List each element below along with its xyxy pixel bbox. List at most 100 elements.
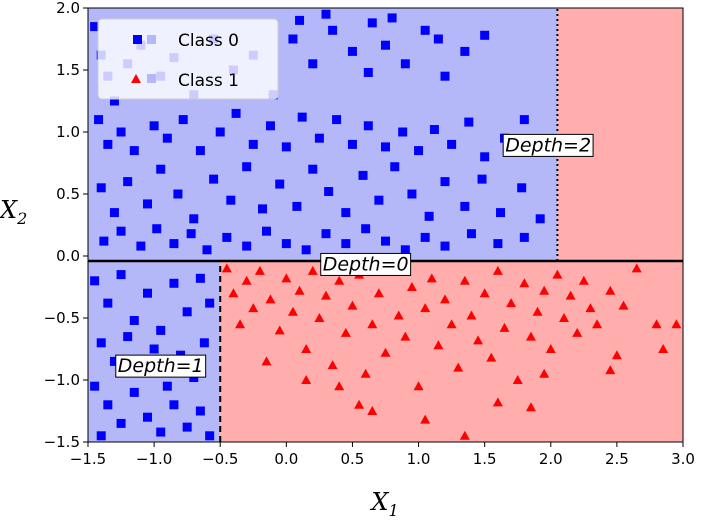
legend-marker-class-1	[131, 74, 141, 83]
point-class-0-20	[400, 59, 410, 69]
point-class-1-34	[453, 362, 464, 372]
point-class-1-63	[334, 381, 345, 391]
point-class-0-116	[96, 338, 106, 348]
point-class-0-111	[156, 325, 166, 335]
point-class-1-69	[459, 430, 470, 440]
point-class-0-43	[314, 133, 324, 143]
point-class-0-15	[308, 59, 318, 69]
point-class-0-110	[143, 288, 152, 298]
point-class-1-65	[420, 414, 431, 424]
legend-label-class-0: Class 0	[178, 31, 239, 51]
point-class-0-47	[381, 142, 390, 152]
y-tick-label: 0.0	[56, 247, 80, 265]
point-class-0-79	[460, 201, 470, 211]
y-axis-title: X2	[0, 196, 27, 228]
point-class-0-75	[390, 162, 400, 172]
x-tick-label: 2.5	[605, 450, 629, 468]
point-class-1-4	[248, 303, 259, 313]
point-class-0-62	[173, 189, 183, 199]
point-class-0-85	[116, 226, 126, 236]
point-class-1-18	[347, 300, 358, 310]
label-box-depth-2	[502, 133, 594, 157]
point-class-0-70	[308, 164, 318, 174]
point-class-0-109	[129, 315, 139, 325]
point-class-1-58	[631, 263, 642, 273]
point-class-0-82	[517, 183, 527, 193]
point-class-0-37	[215, 127, 225, 137]
x-tick-label: 0.5	[341, 450, 365, 468]
point-class-1-47	[539, 285, 550, 295]
point-class-1-60	[658, 344, 669, 353]
x-tick-label: 0.0	[274, 450, 298, 468]
point-class-1-42	[506, 298, 517, 308]
point-class-1-12	[307, 265, 318, 275]
point-class-1-73	[261, 356, 272, 366]
point-class-1-37	[473, 335, 484, 345]
legend-marker-class-0-shadow	[147, 35, 156, 44]
point-class-0-50	[429, 125, 439, 135]
plot-frame	[87, 7, 684, 443]
point-class-1-28	[413, 381, 424, 391]
point-class-0-103	[466, 229, 476, 239]
point-class-0-26	[295, 15, 305, 25]
point-class-0-124	[199, 338, 209, 348]
point-class-1-67	[539, 368, 550, 378]
point-class-0-25	[321, 9, 331, 19]
point-class-1-45	[525, 331, 536, 341]
point-class-0-4	[109, 96, 119, 106]
point-class-0-64	[209, 174, 219, 184]
point-class-0-93	[262, 226, 271, 236]
point-class-1-6	[265, 294, 276, 304]
label-box-depth-0	[320, 252, 412, 276]
point-class-0-94	[281, 239, 291, 249]
point-class-0-112	[169, 278, 179, 288]
point-class-0-115	[205, 298, 215, 308]
point-class-0-88	[169, 239, 179, 249]
point-class-0-40	[265, 121, 275, 131]
point-class-1-35	[459, 275, 470, 285]
legend-label-class-1: Class 1	[178, 71, 239, 91]
point-class-1-23	[380, 347, 391, 357]
point-class-0-97	[341, 239, 351, 249]
x-axis-title-subscript: 1	[388, 501, 398, 520]
point-class-0-32	[129, 146, 139, 156]
point-class-0-34	[162, 133, 172, 143]
point-class-1-13	[314, 313, 325, 322]
y-tick-label: −0.5	[44, 309, 80, 327]
point-class-1-29	[420, 303, 431, 313]
point-class-1-68	[605, 365, 616, 375]
point-class-1-27	[406, 282, 417, 291]
point-class-1-64	[367, 406, 378, 415]
x-tick-label: −1.5	[70, 450, 106, 468]
point-class-0-66	[242, 162, 252, 172]
point-class-0-100	[400, 245, 410, 255]
point-class-1-40	[492, 265, 503, 275]
point-class-0-87	[152, 224, 162, 234]
point-class-1-41	[499, 322, 510, 332]
x-tick-label: −1.0	[136, 450, 172, 468]
point-class-0-38	[231, 108, 241, 118]
point-class-1-51	[565, 290, 576, 300]
decision-regions	[88, 8, 683, 442]
point-class-0-55	[519, 115, 529, 125]
point-class-0-126	[103, 400, 113, 410]
point-class-0-71	[324, 187, 334, 197]
point-class-0-96	[321, 229, 331, 239]
legend: Class 0 Class 1	[97, 18, 279, 100]
point-class-0-128	[129, 387, 139, 397]
point-class-0-24	[480, 30, 490, 40]
point-class-0-117	[109, 356, 119, 366]
point-class-0-39	[248, 139, 258, 149]
label-depth-0: Depth=0	[323, 253, 409, 275]
point-class-1-39	[486, 352, 497, 362]
point-class-1-30	[426, 273, 437, 283]
point-class-1-9	[287, 306, 298, 316]
decision-boundaries: Depth=0 Depth=1 Depth=2	[88, 8, 683, 442]
point-class-1-7	[274, 325, 285, 335]
point-class-0-90	[202, 245, 212, 255]
point-class-0-83	[535, 214, 545, 224]
point-class-0-58	[109, 208, 119, 218]
point-class-0-59	[123, 177, 133, 187]
point-class-0-17	[347, 46, 357, 56]
